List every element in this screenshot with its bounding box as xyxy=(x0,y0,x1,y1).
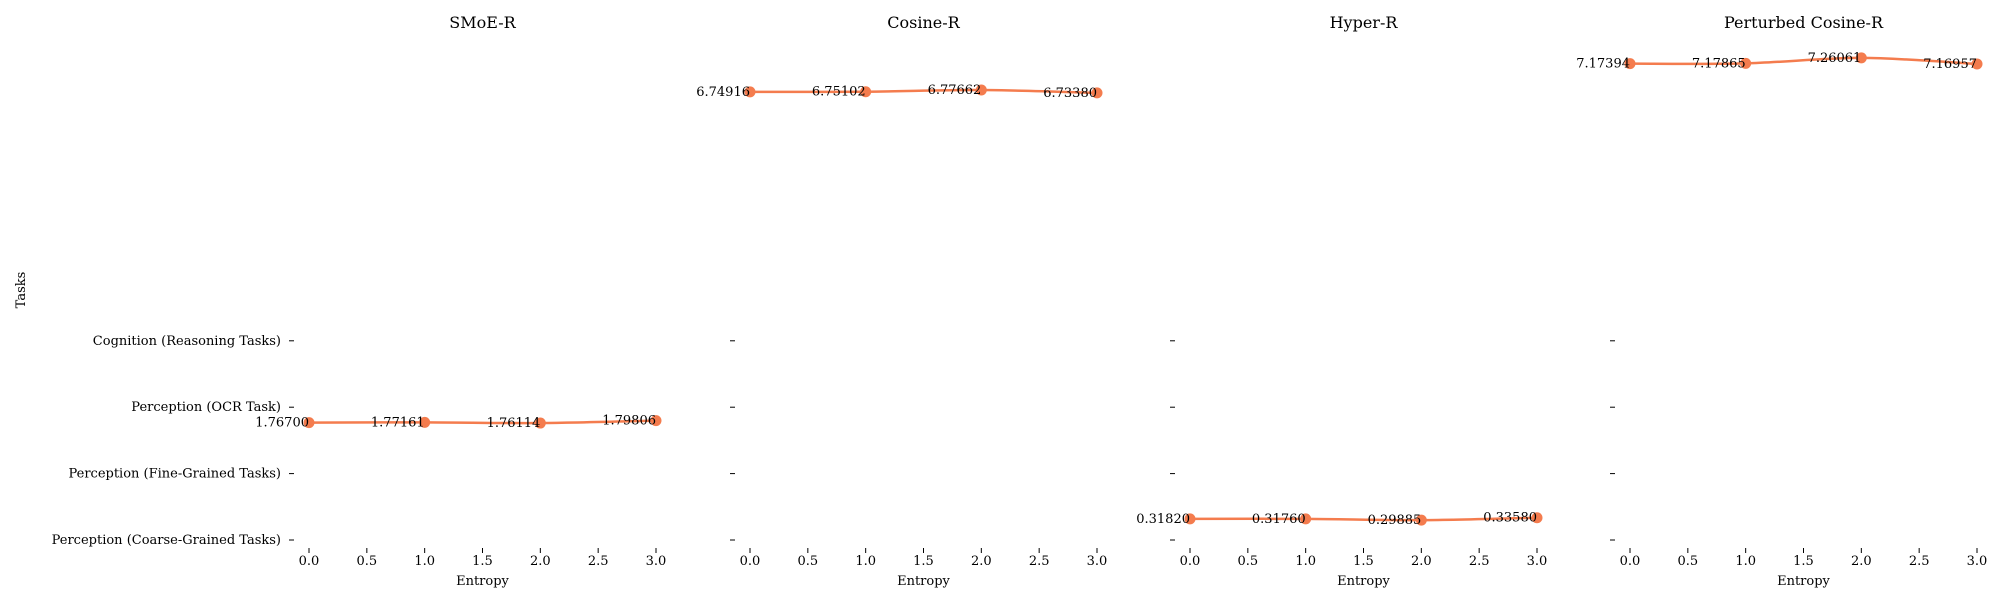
data-label: 0.33580 xyxy=(1483,511,1537,526)
x-tick-label: 0.0 xyxy=(740,554,761,569)
data-label: 6.74916 xyxy=(696,85,750,100)
data-point xyxy=(1855,52,1867,64)
data-label: 0.31820 xyxy=(1136,512,1190,527)
data-point xyxy=(534,417,546,429)
x-axis-label: Entropy xyxy=(1337,574,1390,589)
x-axis-label: Entropy xyxy=(897,574,950,589)
data-label: 6.77662 xyxy=(928,83,982,98)
x-tick-label: 1.0 xyxy=(855,554,876,569)
x-tick-label: 2.5 xyxy=(1029,554,1050,569)
data-point xyxy=(1184,513,1196,525)
data-label: 6.73380 xyxy=(1043,86,1097,101)
x-tick-label: 0.5 xyxy=(797,554,818,569)
x-tick-label: 0.5 xyxy=(356,554,377,569)
data-label: 1.77161 xyxy=(371,415,425,430)
data-point xyxy=(1415,514,1427,526)
x-tick-label: 1.0 xyxy=(414,554,435,569)
data-point xyxy=(860,86,872,98)
data-point xyxy=(1740,57,1752,69)
data-label: 7.26061 xyxy=(1808,51,1862,66)
data-label: 1.79806 xyxy=(602,414,656,429)
series-line xyxy=(749,88,1098,95)
series-line xyxy=(1629,56,1978,66)
x-tick-label: 1.5 xyxy=(1353,554,1374,569)
data-point xyxy=(1091,87,1103,99)
x-tick-label: 1.0 xyxy=(1735,554,1756,569)
panel-title: Cosine-R xyxy=(887,13,960,32)
x-tick-label: 2.5 xyxy=(588,554,609,569)
data-point xyxy=(1971,58,1983,70)
data-label: 6.75102 xyxy=(812,85,866,100)
data-point xyxy=(303,417,315,429)
x-tick-label: 1.5 xyxy=(1793,554,1814,569)
x-tick-label: 2.0 xyxy=(1851,554,1872,569)
x-tick-label: 3.0 xyxy=(646,554,667,569)
x-tick-label: 2.5 xyxy=(1909,554,1930,569)
x-tick-label: 0.5 xyxy=(1237,554,1258,569)
x-tick-label: 0.0 xyxy=(1180,554,1201,569)
x-tick-label: 2.0 xyxy=(971,554,992,569)
x-tick-label: 2.0 xyxy=(1411,554,1432,569)
y-axis-label: Tasks xyxy=(14,272,29,309)
y-tick-label: Perception (OCR Task) xyxy=(131,400,281,415)
y-tick-label: Perception (Fine-Grained Tasks) xyxy=(68,467,281,482)
data-point xyxy=(1531,512,1543,524)
x-tick-label: 0.0 xyxy=(1620,554,1641,569)
x-tick-label: 2.0 xyxy=(530,554,551,569)
x-axis-label: Entropy xyxy=(456,574,509,589)
chart-panels: Perception (Coarse-Grained Tasks) Percept… xyxy=(52,13,1988,589)
data-label: 0.29885 xyxy=(1368,513,1422,528)
x-tick-label: 1.5 xyxy=(472,554,493,569)
data-label: 7.17394 xyxy=(1576,57,1630,72)
data-point xyxy=(650,415,662,427)
data-point xyxy=(975,84,987,96)
x-tick-label: 0.0 xyxy=(299,554,320,569)
data-point xyxy=(1300,513,1312,525)
data-point xyxy=(744,86,756,98)
data-point xyxy=(1624,58,1636,70)
series-line xyxy=(308,419,657,425)
y-tick-label: Perception (Coarse-Grained Tasks) xyxy=(52,533,281,548)
data-label: 1.76700 xyxy=(255,416,309,431)
x-tick-label: 1.0 xyxy=(1295,554,1316,569)
x-tick-label: 2.5 xyxy=(1469,554,1490,569)
data-label: 0.31760 xyxy=(1252,512,1306,527)
x-tick-label: 3.0 xyxy=(1087,554,1108,569)
data-label: 7.17865 xyxy=(1692,56,1746,71)
y-tick-label: Cognition (Reasoning Tasks) xyxy=(93,334,281,349)
data-label: 1.76114 xyxy=(487,416,541,431)
data-label: 7.16957 xyxy=(1923,57,1977,72)
x-tick-label: 0.5 xyxy=(1677,554,1698,569)
series-line xyxy=(1189,516,1538,522)
x-tick-label: 3.0 xyxy=(1967,554,1988,569)
data-point xyxy=(419,416,431,428)
x-tick-label: 3.0 xyxy=(1527,554,1548,569)
x-axis-label: Entropy xyxy=(1777,574,1830,589)
panel-title: Perturbed Cosine-R xyxy=(1724,13,1884,32)
x-tick-label: 1.5 xyxy=(913,554,934,569)
panel-title: Hyper-R xyxy=(1330,13,1399,32)
panel-title: SMoE-R xyxy=(449,13,516,32)
